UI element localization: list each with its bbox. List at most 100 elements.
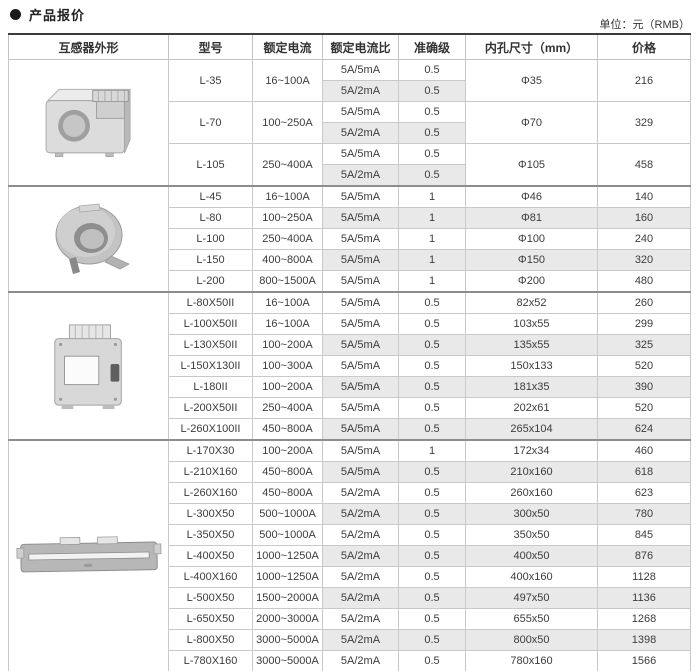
model-cell: L-260X160 [168,482,253,504]
hole-size-cell: 260x160 [465,482,598,504]
table-row: 5A/2mA 0.5 [9,80,691,102]
price-cell: 299 [597,313,691,335]
ratio-cell: 5A/5mA [322,461,399,483]
table-row: L-130X50II 100~200A 5A/5mA 0.5 135x55 325 [9,334,691,356]
ratio-cell: 5A/5mA [322,207,399,229]
price-cell: 240 [597,228,691,250]
accuracy-cell: 0.5 [398,397,466,419]
ct-image-cell [8,291,169,441]
accuracy-cell: 0.5 [398,503,466,525]
price-cell: 1268 [597,608,691,630]
table-row: L-35 16~100A 5A/5mA 0.5 Φ35 216 [8,59,691,187]
current-cell: 16~100A [252,185,323,208]
table-row: L-260X100II 450~800A 5A/5mA 0.5 265x104 624 [9,418,691,441]
ratio-cell: 5A/2mA [322,524,399,546]
hole-size-cell: Φ81 [465,207,598,229]
table-row: L-45 16~100A 5A/5mA 1 Φ46 140 [8,185,691,293]
table-row: L-180II 100~200A 5A/5mA 0.5 181x35 390 [9,376,691,398]
ratio-cell: 5A/2mA [322,122,399,144]
table-row: L-500X50 1500~2000A 5A/2mA 0.5 497x50 1136 [9,587,691,609]
price-cell: 876 [597,545,691,567]
current-cell: 500~1000A [252,524,323,546]
title-bar: 产品报价 单位：元（RMB） [8,0,690,33]
price-cell: 1136 [597,587,691,609]
hole-size-cell: 82x52 [465,291,598,314]
table-row: L-780X160 3000~5000A 5A/2mA 0.5 780x160 1566 [9,650,691,671]
price-cell: 1566 [597,650,691,671]
hole-size-cell: 300x50 [465,503,598,525]
current-cell: 800~1500A [252,270,323,293]
price-cell: 260 [597,291,691,314]
model-cell: L-80 [168,207,253,229]
current-cell: 100~250A [252,101,323,144]
hole-size-cell: 400x160 [465,566,598,588]
accuracy-cell: 0.5 [398,587,466,609]
hole-size-cell: Φ46 [465,185,598,208]
price-cell: 458 [597,143,691,187]
table-row: L-150X130II 100~300A 5A/5mA 0.5 150x133 520 [9,355,691,377]
hole-size-cell: Φ70 [465,101,598,144]
table-row: L-200X50II 250~400A 5A/5mA 0.5 202x61 520 [9,397,691,419]
current-cell: 400~800A [252,249,323,271]
current-cell: 100~200A [252,334,323,356]
table-row: L-80X50II 16~100A 5A/5mA 0.5 82x52 260 [8,291,691,441]
ratio-cell: 5A/2mA [322,503,399,525]
accuracy-cell: 1 [398,249,466,271]
current-cell: 250~400A [252,228,323,250]
ratio-cell: 5A/5mA [322,355,399,377]
column-header: 额定电流比 [322,33,399,60]
ratio-cell: 5A/5mA [322,143,399,165]
accuracy-cell: 1 [398,439,466,462]
ratio-cell: 5A/2mA [322,650,399,671]
current-cell: 16~100A [252,291,323,314]
ratio-cell: 5A/2mA [322,545,399,567]
ratio-cell: 5A/5mA [322,376,399,398]
hole-size-cell: 350x50 [465,524,598,546]
model-cell: L-650X50 [168,608,253,630]
accuracy-cell: 0.5 [398,143,466,165]
table-row: L-150 400~800A 5A/5mA 1 Φ150 320 [9,249,691,271]
hole-size-cell: Φ200 [465,270,598,293]
hole-size-cell: 800x50 [465,629,598,651]
hole-size-cell: 103x55 [465,313,598,335]
ratio-cell: 5A/5mA [322,313,399,335]
model-cell: L-45 [168,185,253,208]
accuracy-cell: 0.5 [398,355,466,377]
model-cell: L-100X50II [168,313,253,335]
ratio-cell: 5A/2mA [322,164,399,187]
ratio-cell: 5A/5mA [322,418,399,441]
bar-type-ct-image [15,536,161,573]
table-row: L-210X160 450~800A 5A/5mA 0.5 210x160 618 [9,461,691,483]
price-table-head-row: 互感器外形 型号 额定电流 额定电流比 准确级 内孔尺寸（mm） 价格 [8,33,691,60]
price-cell: 390 [597,376,691,398]
price-cell: 520 [597,397,691,419]
hole-size-cell: 150x133 [465,355,598,377]
model-cell: L-800X50 [168,629,253,651]
model-cell: L-400X160 [168,566,253,588]
ratio-cell: 5A/5mA [322,291,399,314]
ct-image-cell [8,59,169,187]
ratio-cell: 5A/5mA [322,439,399,462]
accuracy-cell: 0.5 [398,313,466,335]
accuracy-cell: 0.5 [398,608,466,630]
current-cell: 100~300A [252,355,323,377]
table-row: L-170X30 100~200A 5A/5mA 1 172x34 460 [8,439,691,671]
accuracy-cell: 0.5 [398,482,466,504]
table-row: L-80 100~250A 5A/5mA 1 Φ81 160 [9,207,691,229]
model-cell: L-780X160 [168,650,253,671]
table-row: L-70 100~250A 5A/5mA 0.5 Φ70 329 [9,101,691,144]
price-cell: 320 [597,249,691,271]
current-cell: 100~250A [252,207,323,229]
ratio-cell: 5A/2mA [322,629,399,651]
accuracy-cell: 0.5 [398,164,466,187]
current-cell: 16~100A [252,59,323,102]
price-cell: 216 [597,59,691,102]
price-cell: 520 [597,355,691,377]
current-cell: 1000~1250A [252,566,323,588]
current-cell: 500~1000A [252,503,323,525]
ct-image-cell [8,439,169,671]
model-cell: L-170X30 [168,439,253,462]
price-cell: 845 [597,524,691,546]
hole-size-cell: 181x35 [465,376,598,398]
current-cell: 250~400A [252,143,323,187]
